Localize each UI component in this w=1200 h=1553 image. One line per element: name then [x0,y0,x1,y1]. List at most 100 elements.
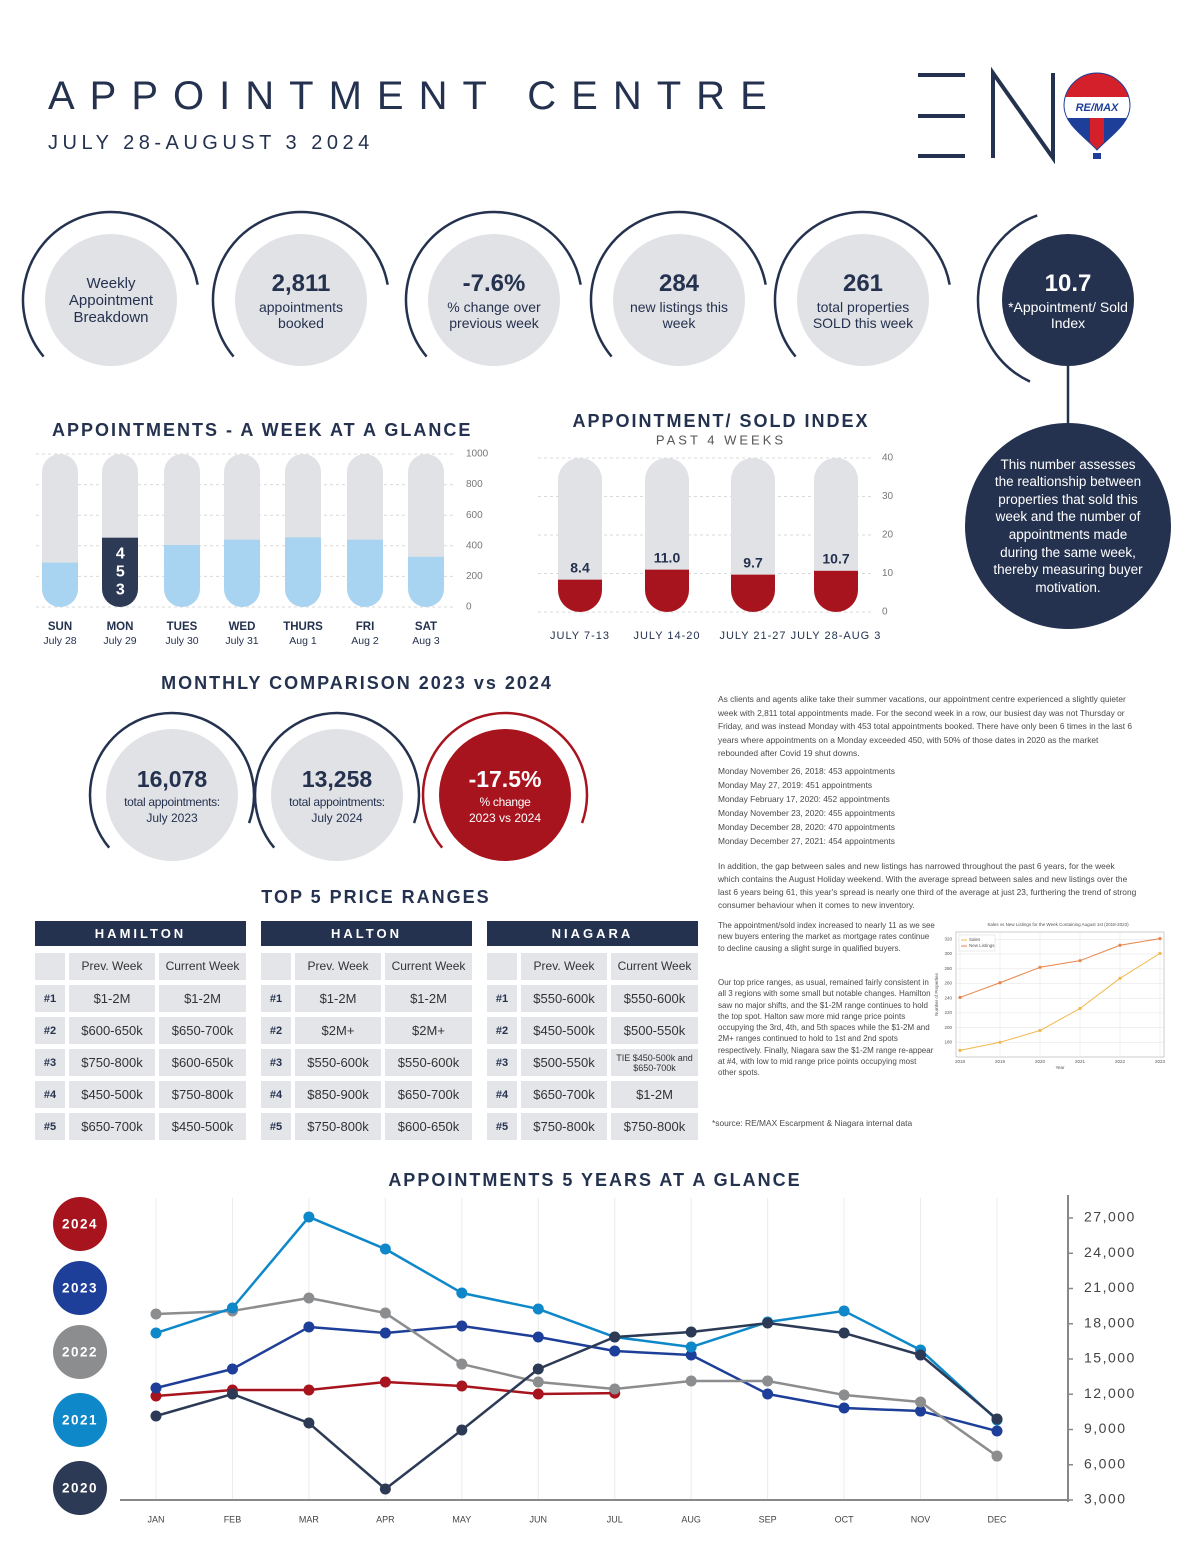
series-dot [303,1417,315,1429]
rank-cell: #4 [35,1081,65,1108]
y-tick-label: 10 [882,568,894,579]
bar [731,574,775,612]
bar [164,545,200,607]
series-dot [1038,965,1042,969]
comparison-value: -17.5% [468,766,542,792]
stat-text: Weekly Appointment Breakdown [49,255,173,345]
bar [102,537,138,607]
stat-value: 261 [842,270,884,297]
series-dot [762,1388,774,1400]
x-tick-sublabel: July 29 [103,635,136,647]
rank-cell: #3 [487,1049,517,1076]
ring-arc [589,210,767,358]
legend-badge [53,1197,107,1251]
series-dot [379,1376,391,1388]
section-title: MONTHLY COMPARISON 2023 vs 2024 [161,673,553,693]
logo: RE/MAX [918,66,1131,165]
stat-circle [428,234,560,366]
x-tick-label: 2020 [1035,1059,1046,1064]
comparison-value: 16,078 [136,766,208,792]
stat-text: 10.7 *Appointment/ Sold Index [1006,255,1130,345]
comparison-label: % change [479,795,531,809]
table-cell: $500-550k [611,1017,698,1044]
x-tick-label: FRI [356,621,375,633]
series-line [959,938,1161,998]
chart-title: APPOINTMENT/ SOLD INDEX [572,411,869,431]
x-tick-label: AUG [681,1514,701,1524]
x-tick-sublabel: Aug 3 [412,635,440,647]
stat-circle [235,234,367,366]
stat-label: appointments booked [258,299,344,331]
y-tick-label: 15,000 [1084,1350,1136,1366]
table-cell: $500-550k [521,1049,607,1076]
x-tick-label: 2023 [1155,1059,1166,1064]
ring-arc [21,210,199,358]
x-tick-label: MAY [452,1514,471,1524]
series-dot [456,1320,468,1332]
x-tick-sublabel: Aug 1 [289,635,317,647]
bar [224,539,260,607]
logo-balloon [1064,73,1130,150]
comparison-sub: 2023 vs 2024 [468,811,542,825]
comparison-label: total appointments: [289,795,385,809]
series-dot [762,1317,774,1329]
series-dot [379,1327,391,1339]
comparison-text: -17.5% % change 2023 vs 2024 [443,755,567,835]
note-circle [965,423,1171,629]
series-dot [150,1308,162,1320]
legend-label: 2021 [62,1413,98,1428]
series-dot [685,1326,697,1338]
chart-title: Sales vs New Listings for the Week Conta… [987,922,1129,927]
series-dot [838,1402,850,1414]
series-dot [532,1363,544,1375]
stat-value: 10.7 [1044,270,1092,297]
series-dot [1158,937,1162,941]
series-dot [609,1345,621,1357]
series-dot [685,1375,697,1387]
y-tick-label: 180 [944,1039,952,1044]
y-tick-label: 200 [466,571,483,582]
bar-value-label: 8.4 [570,559,590,575]
series-dot [150,1327,162,1339]
series-dot [1078,1006,1082,1011]
legend-box [958,934,996,952]
series-dot [998,981,1002,985]
y-tick-label: 0 [466,602,472,613]
x-tick-sublabel: July 31 [225,635,258,647]
logo-basket [1093,153,1101,159]
series-line [959,952,1161,1051]
series-dot [1158,951,1162,955]
series-dot [1038,1028,1042,1033]
x-tick-label: JULY 7-13 [550,630,610,642]
x-tick-label: MAR [299,1514,320,1524]
series-dot [303,1211,315,1223]
series-dot [915,1349,927,1361]
ring-arc [976,214,1038,383]
y-tick-label: 24,000 [1084,1244,1136,1260]
series-dot [685,1349,697,1361]
source-note: *source: RE/MAX Escarpment & Niagara int… [712,1118,913,1128]
x-tick-label: SUN [48,621,72,633]
series-dot [379,1483,391,1495]
section-title: TOP 5 PRICE RANGES [261,887,490,907]
bar [42,562,78,607]
stat-label: *Appointment/ Sold Index [1008,299,1128,331]
commentary-paragraph: The appointment/sold index increased to … [718,921,935,953]
rank-cell: #5 [35,1113,65,1140]
x-tick-label: JULY 14-20 [633,630,700,642]
ring-arc [88,711,256,849]
y-tick-label: 12,000 [1084,1385,1136,1401]
page-title: APPOINTMENT CENTRE [48,74,782,118]
table-cell: $650-700k [159,1017,246,1044]
table-corner [35,953,65,980]
table-cell: $1-2M [611,1081,698,1108]
table-cell: $850-900k [295,1081,381,1108]
stat-value: 284 [658,270,700,297]
bar-value-label: 453 [112,545,129,599]
series-dot [303,1321,315,1333]
series-dot [150,1382,162,1394]
series-dot [685,1341,697,1353]
series-dot [532,1303,544,1315]
x-tick-label: 2018 [955,1059,966,1064]
rank-cell: #5 [261,1113,291,1140]
